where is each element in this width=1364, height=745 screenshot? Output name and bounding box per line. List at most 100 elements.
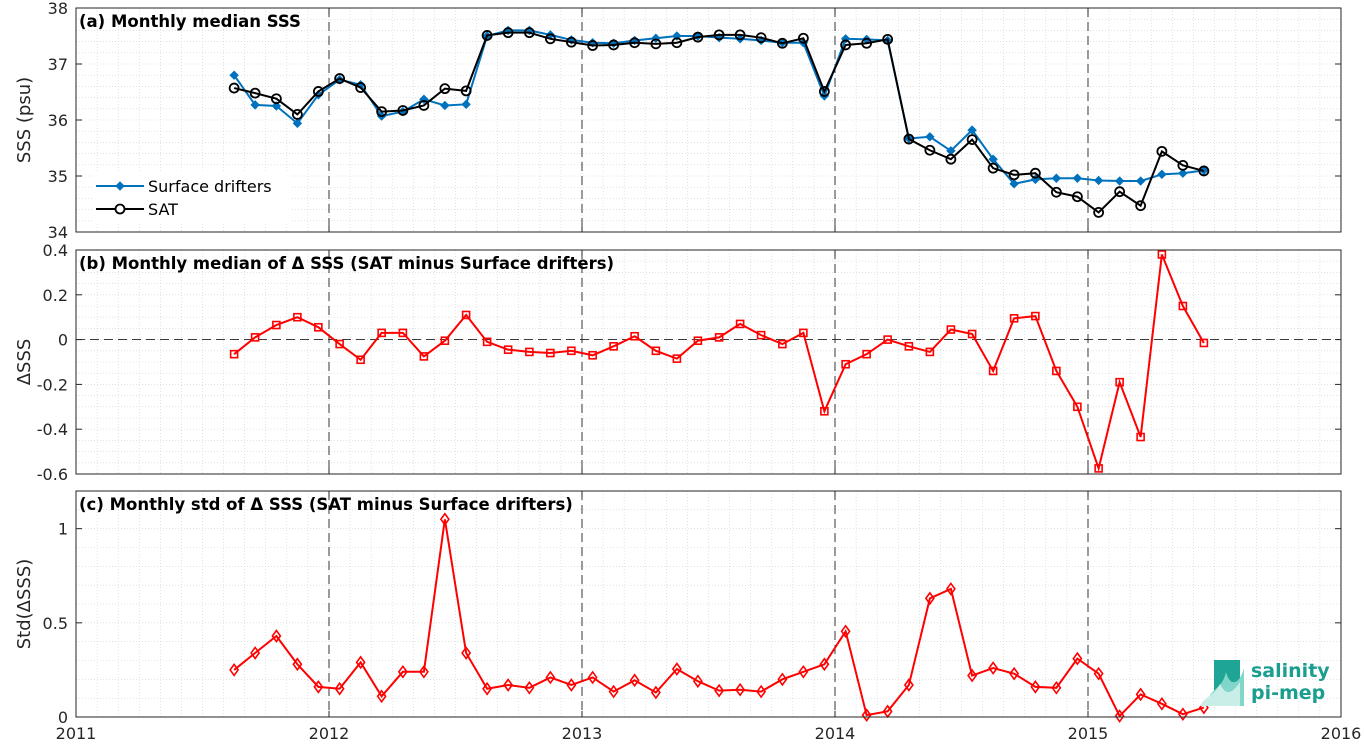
panel-c-series-0-point bbox=[735, 682, 746, 697]
panel-a-series-1-point bbox=[355, 82, 367, 93]
panel-c-series-0-point bbox=[566, 678, 577, 692]
panel-b-series-0-point bbox=[1199, 338, 1209, 348]
panel-a-ytick-label: 37 bbox=[48, 55, 68, 74]
panel-c-series-0-point bbox=[798, 664, 809, 679]
panel-b-ylabel: ΔSSS bbox=[14, 339, 35, 386]
panel-b-ytick-label: 0.2 bbox=[43, 286, 68, 305]
panel-b-series-0-point bbox=[398, 328, 408, 338]
panel-c-series-0-point bbox=[1156, 696, 1167, 711]
panel-b-ytick-label: 0 bbox=[58, 331, 68, 350]
panel-a-series-1-point bbox=[671, 37, 683, 49]
panel-a-series-0-point bbox=[461, 99, 471, 110]
panel-c-series-0-point bbox=[861, 708, 872, 722]
panel-c-series-0-point bbox=[608, 684, 619, 699]
panel-a-title: (a) Monthly median SSS bbox=[79, 12, 301, 31]
panel-b-series-0-point bbox=[862, 349, 871, 359]
panel-b-series-0-point bbox=[672, 354, 682, 363]
panel-a-series-1-point bbox=[565, 36, 577, 48]
panel-a-series-1-point bbox=[1008, 169, 1020, 181]
legend-label-sat: SAT bbox=[148, 200, 178, 219]
panel-a-series-1-point bbox=[544, 33, 556, 45]
panel-a-series-1-point bbox=[882, 33, 894, 45]
panel-b-series-0-line bbox=[233, 254, 1205, 472]
panel-a-series-1-point bbox=[755, 32, 767, 44]
panel-c-series-0-point bbox=[376, 689, 387, 704]
panel-b-series-0-point bbox=[988, 366, 998, 376]
panel-a-series-0-point bbox=[440, 100, 450, 111]
panel-b-series-0-point bbox=[820, 406, 829, 416]
panel-c-series-0-point bbox=[461, 646, 472, 660]
panel-a-series-1-point bbox=[945, 153, 957, 165]
panel-a-series-1-point bbox=[312, 86, 324, 97]
panel-a-series-1-point bbox=[713, 29, 725, 41]
panel-c-ylabel: Std(ΔSSS) bbox=[14, 559, 35, 650]
panel-c-series-0-point bbox=[313, 680, 324, 694]
panel-a-series-0-point bbox=[271, 101, 282, 111]
panel-c-title: (c) Monthly std of Δ SSS (SAT minus Surf… bbox=[79, 495, 573, 514]
panel-b-series-0-point bbox=[946, 325, 956, 334]
panel-b-series-0-point bbox=[1052, 366, 1061, 376]
panel-c: 0 0.5 1 2011 2012 2013 2014 2015 2016 (c) Month… bbox=[14, 490, 1362, 743]
x-tick-label: 2016 bbox=[1321, 724, 1362, 743]
panel-a-series-0-point bbox=[967, 125, 977, 135]
panel-c-series-0-point bbox=[545, 670, 556, 685]
panel-c-series-0-point bbox=[355, 655, 366, 670]
panel-b-series-0-point bbox=[356, 355, 365, 365]
panel-a-series-1-point bbox=[270, 93, 282, 105]
panel-a-series-1-point bbox=[861, 37, 873, 49]
panel-b-series-0-point bbox=[609, 342, 618, 351]
x-tick-label: 2012 bbox=[309, 724, 350, 743]
panel-a-series-1-line bbox=[233, 31, 1205, 214]
panel-b-series-0-point bbox=[1157, 250, 1167, 259]
panel-c-series-0-point bbox=[903, 678, 914, 692]
panel-b-series-0-point bbox=[1073, 402, 1082, 412]
panel-a-series-1-point bbox=[481, 30, 493, 41]
panel-b-ytick-label: -0.2 bbox=[37, 375, 68, 394]
panel-a-series-1-point bbox=[818, 86, 830, 97]
panel-a-series-1-point bbox=[1156, 145, 1168, 157]
panel-b-series-0-point bbox=[588, 350, 597, 360]
panel-b-series-0-point bbox=[883, 335, 892, 344]
panel-a-series-1-point bbox=[1198, 165, 1210, 177]
panel-b-series-0-point bbox=[799, 328, 808, 338]
panel-a-series-1-point bbox=[924, 144, 936, 156]
panel-c-series-0-point bbox=[1177, 707, 1188, 722]
panel-c-series-0-point bbox=[292, 657, 303, 672]
salinity-wave-icon bbox=[1200, 660, 1244, 706]
panel-c-series-0-point bbox=[418, 664, 429, 679]
panel-c-series-0-point bbox=[1072, 651, 1083, 666]
logo-text-line2: pi-mep bbox=[1251, 682, 1325, 704]
panel-a-series-0-point bbox=[1009, 179, 1019, 189]
panel-a-series-1-point bbox=[987, 162, 999, 174]
panel-b-series-0-point bbox=[1136, 432, 1145, 442]
legend-label-drifters: Surface drifters bbox=[148, 177, 272, 196]
panel-b-series-0-point bbox=[904, 342, 914, 351]
panel-c-series-0-point bbox=[671, 662, 682, 676]
panel-a-series-1-point bbox=[1135, 200, 1147, 212]
panel-c-series-0-point bbox=[945, 582, 956, 596]
panel-a-series-0-point bbox=[925, 132, 935, 142]
panel-a-series-1-point bbox=[291, 109, 303, 120]
panel-b-series-0-point bbox=[503, 345, 513, 354]
panel-c-series-0-point bbox=[271, 629, 282, 643]
panel-a-series-1-point bbox=[1093, 206, 1105, 218]
panel-a-ylabel: SSS (psu) bbox=[14, 77, 35, 163]
panel-b-series-0-point bbox=[482, 337, 492, 347]
panel-c-series-0-point bbox=[714, 683, 725, 698]
legend-item-sat: SAT bbox=[96, 200, 178, 219]
panel-a-series-1-point bbox=[587, 40, 599, 51]
panel-b-series-0-point bbox=[250, 333, 260, 342]
panel-a-series-1-point bbox=[734, 29, 746, 41]
panel-a-series-0-point bbox=[1135, 176, 1146, 186]
logo-text-line1: salinity bbox=[1251, 660, 1330, 682]
panel-b-series-0-point bbox=[440, 336, 450, 346]
panel-a-series-1-point bbox=[397, 105, 409, 116]
panel-a-series-1-point bbox=[460, 85, 472, 97]
panel-a-series-1-point bbox=[692, 31, 704, 43]
panel-c-series-0-point bbox=[1114, 709, 1125, 723]
panel-a-series-0-point bbox=[1051, 173, 1062, 183]
panel-c-series-0-point bbox=[1051, 680, 1062, 695]
panel-b: -0.6 -0.4 -0.2 0 0.2 0.4 (b) Monthly median o… bbox=[14, 241, 1342, 484]
panel-b-series-0-point bbox=[756, 330, 766, 340]
